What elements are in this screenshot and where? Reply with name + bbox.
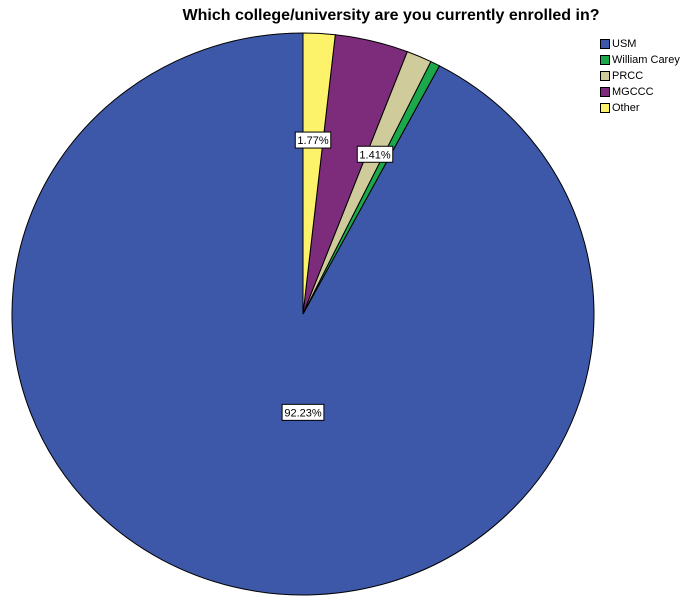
- data-label-usm: 92.23%: [281, 403, 325, 421]
- legend-swatch: [600, 87, 610, 97]
- legend-swatch: [600, 71, 610, 81]
- legend-item-usm: USM: [600, 36, 680, 52]
- legend-label: USM: [612, 38, 637, 50]
- legend-label: MGCCC: [612, 86, 654, 98]
- svg-text:92.23%: 92.23%: [284, 407, 322, 419]
- svg-text:1.77%: 1.77%: [297, 135, 328, 147]
- legend-item-william-carey: William Carey: [600, 52, 680, 68]
- legend-swatch: [600, 39, 610, 49]
- legend-item-prcc: PRCC: [600, 68, 680, 84]
- pie-slice-usm: [11, 32, 595, 596]
- legend-item-mgccc: MGCCC: [600, 84, 680, 100]
- svg-text:1.41%: 1.41%: [359, 149, 390, 161]
- legend-label: Other: [612, 102, 640, 114]
- legend-label: PRCC: [612, 70, 644, 82]
- data-label-other: 1.77%: [294, 131, 332, 149]
- chart-title: Which college/university are you current…: [182, 7, 600, 24]
- legend-item-other: Other: [600, 100, 680, 116]
- legend: USM William Carey PRCC MGCCC Other: [600, 36, 680, 116]
- pie-slice-other: [302, 32, 336, 315]
- legend-label: William Carey: [612, 54, 680, 66]
- data-label-prcc: 1.41%: [356, 145, 394, 163]
- legend-swatch: [600, 55, 610, 65]
- legend-swatch: [600, 103, 610, 113]
